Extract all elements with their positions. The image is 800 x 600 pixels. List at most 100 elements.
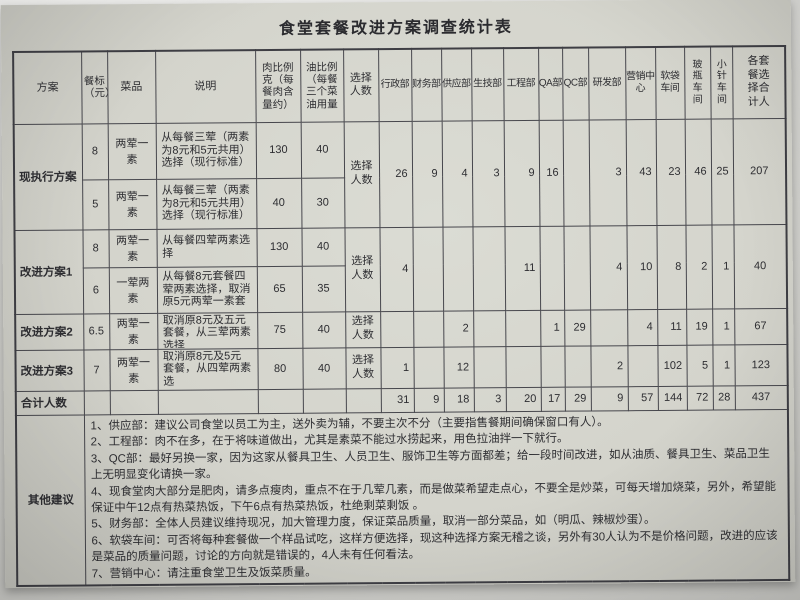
vote-cell xyxy=(539,225,565,310)
vote-cell xyxy=(413,310,444,347)
vote-cell xyxy=(590,309,628,346)
meat-cell: 80 xyxy=(257,347,303,390)
price-cell: 6.5 xyxy=(83,313,110,350)
vote-cell: 4 xyxy=(441,120,473,227)
oil-cell: 40 xyxy=(302,347,346,390)
suggestions-row: 其他建议 1、供应部：建议公司食堂以员工为主，送外卖为辅，不要主次不分（主要指售… xyxy=(15,409,790,587)
vote-cell: 5 xyxy=(686,344,713,386)
total-vote-cell: 28 xyxy=(712,385,735,410)
header-desc: 说明 xyxy=(155,50,256,123)
oil-cell: 40 xyxy=(301,227,345,266)
vote-cell xyxy=(540,345,565,388)
header-price: 餐标（元） xyxy=(81,51,108,124)
empty-cell xyxy=(109,390,158,415)
vote-cell: 25 xyxy=(710,118,734,225)
plan-total-cell: 207 xyxy=(732,117,787,225)
vote-cell xyxy=(413,346,444,389)
survey-table: 方案 餐标（元） 菜品 说明 肉比例克（每餐肉含量约） 油比例（每餐三个菜油用量… xyxy=(12,44,791,588)
plan-name-current: 现执行方案 xyxy=(13,123,83,231)
price-cell: 6 xyxy=(82,267,110,314)
header-dept-shengji: 生技部 xyxy=(471,48,504,121)
plan-total-cell: 67 xyxy=(734,307,788,345)
dishes-cell: 两荤一素 xyxy=(108,228,157,268)
total-vote-cell: 31 xyxy=(380,388,414,413)
header-meat: 肉比例克（每餐肉含量约） xyxy=(255,49,301,123)
paper-sheet: 食堂套餐改进方案调查统计表 方案 餐标（元） 菜品 说明 肉比例克（每餐肉含量约… xyxy=(0,0,796,589)
vote-cell: 12 xyxy=(443,346,474,388)
total-vote-cell: 57 xyxy=(627,386,658,411)
plan-total-cell: 123 xyxy=(734,343,788,386)
header-dept-qc: QC部 xyxy=(562,47,589,120)
empty-cell xyxy=(157,389,258,415)
vote-cell: 11 xyxy=(504,225,541,311)
table-row: 现执行方案 8 两荤一素 从每餐三荤（两素为8元和5元共用）选择（现行标准） 1… xyxy=(13,117,787,231)
header-dept-boping: 玻瓶车间 xyxy=(684,46,711,119)
desc-cell: 从每餐四荤两素选择 xyxy=(156,228,257,267)
vote-cell: 2 xyxy=(685,224,713,309)
header-dept-qa: QA部 xyxy=(538,47,563,120)
desc-cell: 从每餐三荤（两素为8元和5元共用）选择（现行标准） xyxy=(155,122,257,179)
header-dept-caiwu: 财务部 xyxy=(411,48,442,121)
header-plan: 方案 xyxy=(13,51,82,125)
suggestion-item: 6、软袋车间：可否将每种套餐做一个样品试吃，这样方便选择，现这种选择方案无稽之谈… xyxy=(91,529,778,564)
total-vote-cell: 29 xyxy=(564,386,591,411)
empty-cell xyxy=(257,389,303,414)
total-vote-cell: 144 xyxy=(657,385,687,411)
choose-label-cell: 选择人数 xyxy=(344,227,381,312)
vote-cell xyxy=(472,226,506,311)
vote-cell: 4 xyxy=(589,225,628,310)
price-cell: 8 xyxy=(82,229,109,268)
total-vote-cell: 72 xyxy=(686,385,713,410)
vote-cell: 9 xyxy=(411,120,443,227)
vote-cell: 1 xyxy=(711,224,735,309)
vote-cell: 3 xyxy=(471,120,505,227)
dishes-cell: 两荤一素 xyxy=(109,348,158,391)
header-choose: 选择人数 xyxy=(343,49,379,122)
meat-cell: 75 xyxy=(257,311,303,349)
vote-cell: 1 xyxy=(380,346,414,389)
total-vote-cell: 9 xyxy=(590,386,628,411)
vote-cell: 19 xyxy=(686,308,713,345)
oil-cell: 30 xyxy=(301,177,345,228)
plan-name-improve3: 改进方案3 xyxy=(15,349,84,392)
vote-cell xyxy=(473,310,506,347)
page-title: 食堂套餐改进方案调查统计表 xyxy=(278,19,513,38)
total-vote-cell: 9 xyxy=(413,387,444,413)
total-vote-cell: 3 xyxy=(473,387,506,412)
vote-cell: 8 xyxy=(656,224,687,309)
oil-cell: 40 xyxy=(302,311,346,348)
dishes-cell: 两荤一素 xyxy=(108,178,157,230)
vote-cell xyxy=(505,309,541,347)
vote-cell: 2 xyxy=(443,310,474,347)
empty-cell xyxy=(345,388,381,413)
vote-cell xyxy=(473,346,506,388)
choose-label-cell: 选择人数 xyxy=(345,347,381,389)
dishes-cell: 一荤两素 xyxy=(108,266,158,314)
vote-cell xyxy=(505,345,541,388)
plan-name-improve1: 改进方案1 xyxy=(14,229,84,315)
price-cell: 7 xyxy=(83,349,110,391)
table-row: 改进方案2 6.5 两荤一素 取消原8元及五元套餐，从三荤两素选择 75 40 … xyxy=(15,307,788,351)
header-dishes: 菜品 xyxy=(107,50,156,124)
vote-cell: 26 xyxy=(378,120,413,228)
vote-cell: 4 xyxy=(379,226,414,312)
header-dept-xingzheng: 行政部 xyxy=(378,48,412,122)
vote-cell: 10 xyxy=(626,224,658,310)
plan-name-improve2: 改进方案2 xyxy=(15,313,84,351)
vote-cell: 23 xyxy=(655,118,686,225)
desc-cell: 取消原8元及五元套餐，从三荤两素选择 xyxy=(157,312,258,349)
empty-cell xyxy=(83,390,110,415)
vote-cell xyxy=(563,225,591,310)
vote-cell: 1 xyxy=(540,309,565,346)
totals-label: 合计人数 xyxy=(15,390,84,416)
header-dept-gongcheng: 工程部 xyxy=(503,47,539,121)
vote-cell xyxy=(564,345,591,387)
vote-cell xyxy=(627,344,658,387)
desc-text: 取消原8元及五元套餐，从三荤两素选择 xyxy=(162,313,251,348)
header-dept-ruandai: 软袋车间 xyxy=(655,46,685,119)
suggestions-content: 1、供应部：建议公司食堂以员工为主，送外卖为辅，不要主次不分（主要指售餐期间确保… xyxy=(83,409,790,586)
dishes-cell: 两荤一素 xyxy=(109,312,158,350)
desc-cell: 从每餐三荤（两素为8元和5元共用）选择（现行标准） xyxy=(156,178,257,229)
vote-cell: 1 xyxy=(712,344,735,386)
vote-cell: 9 xyxy=(503,119,540,227)
